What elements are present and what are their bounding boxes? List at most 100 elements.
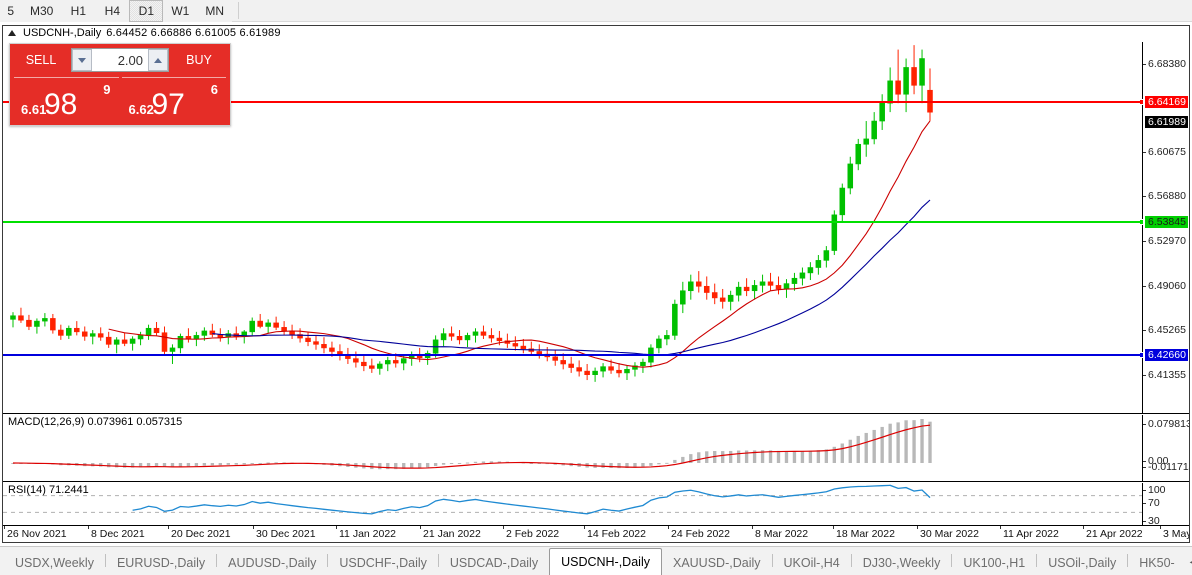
timeframe-button-d1[interactable]: D1 [129, 0, 164, 22]
macd-scale: 0.079813 0.00-0.011714 [1143, 415, 1189, 481]
chart-tab[interactable]: XAUUSD-,Daily [662, 550, 772, 575]
date-axis-tick-label: 26 Nov 2021 [7, 528, 67, 540]
chart-tab[interactable]: UK100-,H1 [952, 550, 1036, 575]
macd-pane[interactable]: MACD(12,26,9) 0.073961 0.057315 0.079813… [3, 415, 1189, 482]
tick-bar [1083, 526, 1084, 529]
chevron-down-icon [78, 57, 86, 63]
price-scale-tick-label: 6.52970 [1148, 235, 1186, 247]
tab-separator [104, 554, 106, 567]
date-axis-tick-label: 2 Feb 2022 [506, 528, 560, 540]
date-axis-tick: 8 Dec 2021 [88, 526, 145, 540]
chart-tab[interactable]: AUDUSD-,Daily [217, 550, 327, 575]
chevron-up-icon [154, 57, 162, 63]
date-axis-tick-label: 21 Jan 2022 [423, 528, 481, 540]
macd-scale-tick-label: 0.079813 [1148, 418, 1189, 430]
rsi-axis-divider [1142, 483, 1143, 525]
date-axis-tick: 26 Nov 2021 [4, 526, 67, 540]
chart-tab[interactable]: EURUSD-,Daily [106, 550, 216, 575]
volume-stepper[interactable]: 2.00 [71, 48, 169, 72]
sell-price-cell[interactable]: 6.61 98 9 [14, 77, 119, 122]
chart-tab-active[interactable]: USDCNH-,Daily [549, 548, 662, 575]
level-line-green[interactable] [3, 221, 1145, 223]
chart-tab[interactable]: USOil-,Daily [1037, 550, 1127, 575]
tick-bar [917, 526, 918, 529]
tab-separator [437, 554, 439, 567]
tab-separator [1127, 554, 1129, 567]
date-axis-tick: 2 Feb 2022 [503, 526, 560, 540]
level-line-red[interactable] [3, 101, 1145, 103]
chart-tab-label: EURUSD-,Daily [116, 555, 206, 570]
level-line-blue[interactable] [3, 354, 1145, 356]
tick-bar [668, 526, 669, 529]
date-axis[interactable]: 26 Nov 2021 8 Dec 2021 20 Dec 2021 30 Dec 2… [3, 525, 1189, 543]
one-click-trading-panel[interactable]: SELL 2.00 BUY 6.61 98 9 [9, 43, 231, 126]
chart-tab[interactable]: DJ30-,Weekly [852, 550, 952, 575]
rsi-scale: 100 70 30 [1143, 483, 1189, 525]
tick-bar [1000, 526, 1001, 529]
macd-label: MACD(12,26,9) 0.073961 0.057315 [8, 416, 183, 428]
sell-price-prefix: 6.61 [21, 102, 47, 117]
tick-dash [1143, 521, 1146, 522]
buy-price-fraction: 6 [210, 82, 218, 97]
tab-separator [327, 554, 329, 567]
timeframe-button-w1[interactable]: W1 [163, 0, 198, 22]
chart-tab-label: USDCHF-,Daily [339, 555, 427, 570]
rsi-scale-tick-label: 30 [1148, 515, 1160, 526]
tick-dash [1143, 503, 1146, 504]
tick-dash [1143, 467, 1146, 468]
buy-price-cell[interactable]: 6.62 97 6 [121, 77, 226, 122]
price-scale[interactable]: 6.68380 6.60675 6.56880 6.52970 6.49060 6.452… [1143, 42, 1189, 413]
price-scale-tick: 6.52970 [1143, 236, 1186, 247]
volume-decrease-button[interactable] [72, 49, 92, 71]
date-axis-tick: 30 Dec 2021 [253, 526, 316, 540]
volume-input[interactable]: 2.00 [117, 52, 143, 68]
price-chip-red[interactable]: 6.64169 [1145, 96, 1188, 108]
chart-tab-label: XAUUSD-,Daily [672, 555, 761, 570]
chart-tab-label: AUDUSD-,Daily [228, 555, 317, 570]
tick-bar [833, 526, 834, 529]
chart-tab[interactable]: UKOil-,H4 [773, 550, 851, 575]
chart-tab-bar: USDX,Weekly EURUSD-,Daily AUDUSD-,Daily USD… [0, 546, 1192, 575]
timeframe-button-m30[interactable]: M30 [22, 0, 62, 22]
trade-panel-controls: SELL 2.00 BUY [10, 44, 230, 76]
date-axis-tick-label: 3 May 2022 [1163, 528, 1189, 540]
collapse-triangle-icon[interactable] [8, 30, 16, 36]
date-axis-tick: 21 Apr 2022 [1083, 526, 1143, 540]
timeframe-button-h1[interactable]: H1 [61, 0, 96, 22]
price-scale-tick: 6.45265 [1143, 325, 1186, 336]
volume-increase-button[interactable] [148, 49, 168, 71]
timeframe-button-mn[interactable]: MN [197, 0, 233, 22]
tick-bar [1160, 526, 1161, 529]
date-axis-tick: 30 Mar 2022 [917, 526, 979, 540]
chart-tab[interactable]: USDCHF-,Daily [328, 550, 438, 575]
date-axis-tick-label: 21 Apr 2022 [1086, 528, 1143, 540]
date-axis-tick-label: 8 Mar 2022 [755, 528, 809, 540]
chart-tab-label: USDCAD-,Daily [449, 555, 539, 570]
buy-price-prefix: 6.62 [128, 102, 154, 117]
tab-scroll-left-icon[interactable]: ◂ [1186, 550, 1192, 575]
chart-tab[interactable]: USDCAD-,Daily [439, 550, 549, 575]
tick-bar [752, 526, 753, 529]
timeframe-button-h4[interactable]: H4 [95, 0, 130, 22]
chart-tab-label: HK50- [1139, 555, 1175, 570]
rsi-label: RSI(14) 71.2441 [8, 484, 89, 496]
price-pane[interactable]: 6.68380 6.60675 6.56880 6.52970 6.49060 6.452… [3, 42, 1189, 414]
tick-dash [1143, 424, 1146, 425]
tick-dash [1143, 286, 1146, 287]
chart-tab[interactable]: USDX,Weekly [4, 550, 105, 575]
buy-button[interactable]: BUY [173, 48, 225, 72]
tick-dash [1143, 330, 1146, 331]
tick-bar [503, 526, 504, 529]
chart-header: USDCNH-,Daily 6.64452 6.66886 6.61005 6.… [3, 26, 1189, 40]
chart-tab[interactable]: HK50- [1128, 550, 1185, 575]
date-axis-tick-label: 20 Dec 2021 [171, 528, 231, 540]
price-chip-blue[interactable]: 6.42660 [1145, 349, 1188, 361]
price-chip-green[interactable]: 6.53845 [1145, 216, 1188, 228]
buy-price-major: 97 [151, 88, 185, 121]
timeframe-button-5[interactable]: 5 [0, 0, 22, 22]
price-axis-divider [1142, 42, 1143, 413]
price-chip-black[interactable]: 6.61989 [1145, 116, 1188, 128]
rsi-pane[interactable]: RSI(14) 71.2441 100 70 30 [3, 483, 1189, 525]
sell-button[interactable]: SELL [15, 48, 67, 72]
tick-dash [1143, 241, 1146, 242]
